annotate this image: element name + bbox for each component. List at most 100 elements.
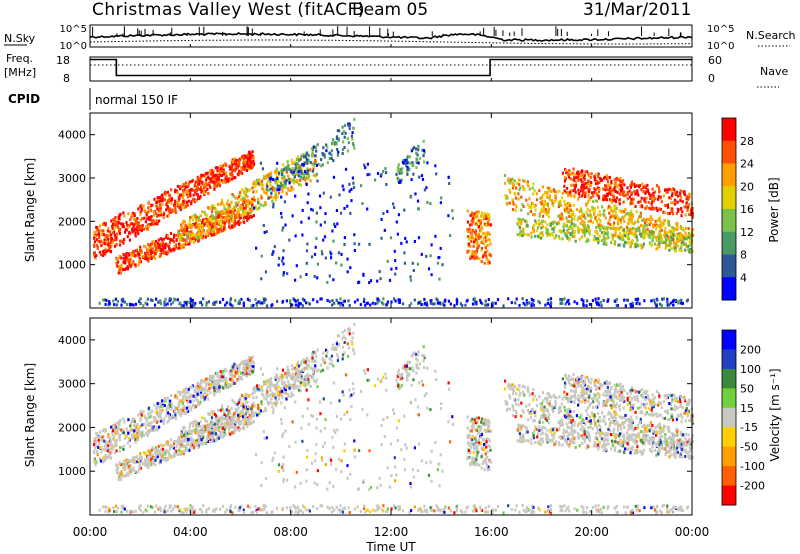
nave-tick-top: 60: [708, 54, 722, 67]
power-cell: [221, 220, 224, 224]
power-cell: [395, 266, 398, 270]
power-cell: [662, 210, 665, 214]
power-cell: [655, 223, 658, 227]
velocity-cell: [237, 365, 240, 369]
power-cell: [186, 194, 189, 198]
power-cell: [254, 205, 257, 209]
power-cell: [470, 255, 474, 259]
power-cell: [426, 200, 429, 204]
power-cell: [165, 208, 168, 212]
velocity-cell: [187, 387, 190, 391]
power-cell: [609, 186, 612, 189]
power-cell: [94, 234, 97, 238]
power-cell: [505, 196, 508, 200]
power-cell: [588, 302, 592, 306]
power-cell: [417, 236, 421, 240]
power-cell: [242, 212, 245, 216]
power-cell: [400, 171, 403, 175]
velocity-cell: [222, 375, 225, 379]
power-cell: [192, 188, 195, 192]
power-cell: [474, 238, 478, 242]
power-cell: [655, 206, 658, 210]
velocity-cell: [144, 416, 147, 419]
velocity-cell: [139, 430, 142, 434]
power-cell: [565, 216, 568, 220]
velocity-cell: [181, 402, 184, 405]
power-cell: [510, 301, 513, 305]
power-cell: [474, 232, 477, 236]
power-cell: [312, 166, 315, 170]
power-cell: [602, 212, 605, 216]
power-cell: [185, 232, 188, 236]
velocity-cell: [119, 445, 122, 449]
velocity-cell: [120, 446, 123, 450]
power-cell: [573, 194, 576, 198]
velocity-cell: [155, 410, 158, 414]
power-cell: [238, 215, 241, 219]
power-cell: [482, 240, 485, 244]
power-cell: [225, 301, 228, 305]
power-cell: [105, 249, 108, 253]
power-cell: [561, 237, 564, 241]
power-cell: [182, 199, 185, 203]
power-cell: [259, 161, 262, 165]
power-cell: [328, 274, 331, 278]
power-cell: [418, 156, 422, 160]
power-cell: [248, 159, 251, 163]
power-cell: [629, 302, 632, 306]
power-cell: [599, 222, 602, 226]
power-cell: [399, 180, 402, 184]
power-cell: [568, 302, 571, 306]
power-cell: [194, 221, 197, 225]
velocity-cell: [144, 452, 147, 455]
velocity-cell: [200, 379, 203, 383]
power-cell: [477, 210, 480, 214]
power-cell: [680, 214, 683, 218]
power-cell: [572, 189, 575, 193]
velocity-cell: [115, 442, 118, 446]
power-cell: [155, 212, 158, 216]
power-cell: [595, 225, 598, 229]
power-cell: [297, 170, 300, 174]
velocity-cell: [237, 378, 240, 382]
power-cell: [212, 176, 215, 180]
power-cell: [281, 187, 284, 191]
power-cell: [150, 250, 153, 254]
velocity-cell: [219, 379, 223, 383]
velocity-cell: [141, 430, 144, 434]
power-cell: [166, 205, 169, 209]
power-cell: [193, 223, 196, 226]
power-cell: [133, 254, 136, 258]
power-cell: [570, 217, 573, 221]
power-cell: [278, 171, 281, 175]
power-cell: [674, 246, 677, 250]
power-cell: [307, 154, 310, 158]
power-cell: [201, 210, 204, 214]
power-cell: [190, 202, 193, 206]
power-cell: [385, 171, 388, 175]
velocity-cell: [170, 394, 173, 398]
power-cell: [243, 197, 247, 201]
power-cell: [491, 304, 494, 308]
power-cell: [147, 256, 150, 260]
power-cell: [333, 142, 337, 146]
power-cell: [136, 229, 139, 233]
power-cell: [326, 280, 329, 284]
power-cell: [659, 196, 662, 200]
power-cell: [287, 174, 290, 178]
power-cell: [466, 209, 469, 213]
power-cell: [586, 213, 589, 217]
power-cell: [301, 297, 305, 301]
power-cell: [96, 228, 99, 232]
power-cell: [157, 238, 160, 242]
power-cell: [383, 228, 386, 232]
power-cell: [241, 204, 245, 208]
velocity-cell: [245, 360, 248, 364]
power-cell: [315, 172, 318, 176]
power-cell: [584, 195, 587, 198]
power-cell: [420, 303, 423, 306]
velocity-cell: [244, 365, 247, 369]
power-cell: [265, 182, 269, 186]
power-cell: [269, 183, 272, 187]
velocity-cell: [127, 418, 130, 422]
